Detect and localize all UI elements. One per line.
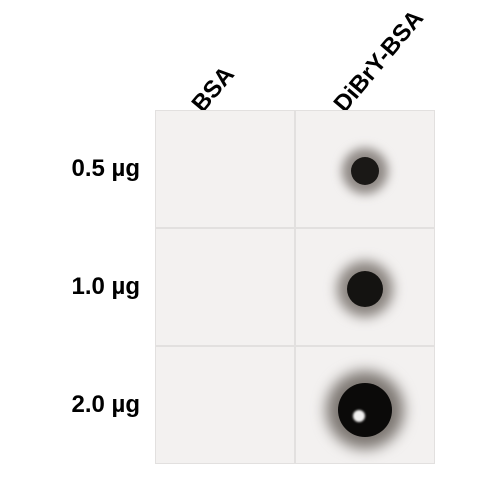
blot-cell [295, 346, 435, 464]
blot-cell [155, 110, 295, 228]
blot-dot-core [338, 383, 392, 437]
blot-cell [295, 110, 435, 228]
blot-cell [155, 346, 295, 464]
dot-blot-figure: { "figure": { "type": "dot-blot", "backg… [0, 0, 500, 500]
row-label-2: 2.0 µg [35, 391, 140, 419]
blot-cell [295, 228, 435, 346]
row-label-0: 0.5 µg [35, 155, 140, 183]
blot-cell [155, 228, 295, 346]
blot-dot-core [347, 271, 383, 307]
blot-dot-highlight [353, 410, 365, 422]
blot-dot-core [351, 157, 379, 185]
column-label-dibry-bsa: DiBrY-BSA [329, 5, 430, 118]
blot-grid [155, 110, 435, 464]
row-label-1: 1.0 µg [35, 273, 140, 301]
